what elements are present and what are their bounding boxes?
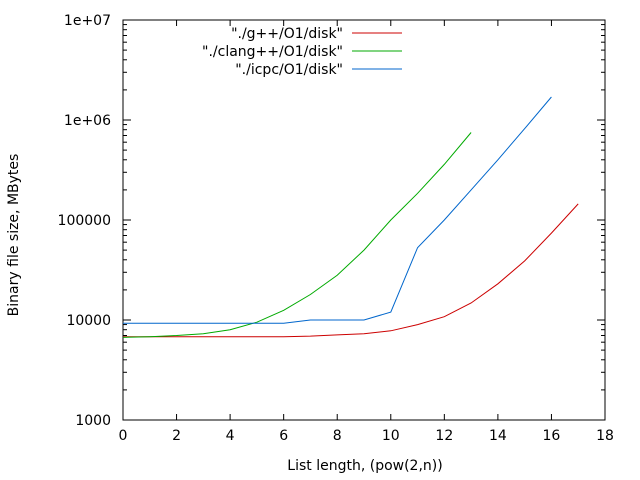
y-axis-label: Binary file size, MBytes: [6, 154, 22, 317]
y-tick-label: 1e+06: [64, 113, 111, 129]
x-tick-label: 18: [596, 428, 614, 444]
series-line-0: [123, 203, 579, 338]
y-tick-label: 1e+07: [64, 13, 111, 29]
x-tick-label: 16: [543, 428, 561, 444]
legend-label-0: "./g++/O1/disk": [231, 26, 343, 42]
legend-label-1: "./clang++/O1/disk": [202, 44, 343, 60]
y-tick-label: 10000: [66, 313, 111, 329]
legend-label-2: "./icpc/O1/disk": [235, 62, 343, 78]
x-tick-label: 6: [279, 428, 288, 444]
x-tick-label: 12: [435, 428, 453, 444]
x-tick-label: 2: [172, 428, 181, 444]
y-tick-label: 100000: [58, 213, 111, 229]
x-tick-label: 14: [489, 428, 507, 444]
x-tick-label: 0: [119, 428, 128, 444]
x-tick-label: 4: [226, 428, 235, 444]
y-tick-label: 1000: [75, 413, 111, 429]
x-tick-label: 10: [382, 428, 400, 444]
x-axis-label: List length, (pow(2,n)): [287, 458, 442, 474]
series-line-1: [122, 132, 472, 338]
series-line-2: [123, 96, 552, 324]
x-tick-label: 8: [333, 428, 342, 444]
